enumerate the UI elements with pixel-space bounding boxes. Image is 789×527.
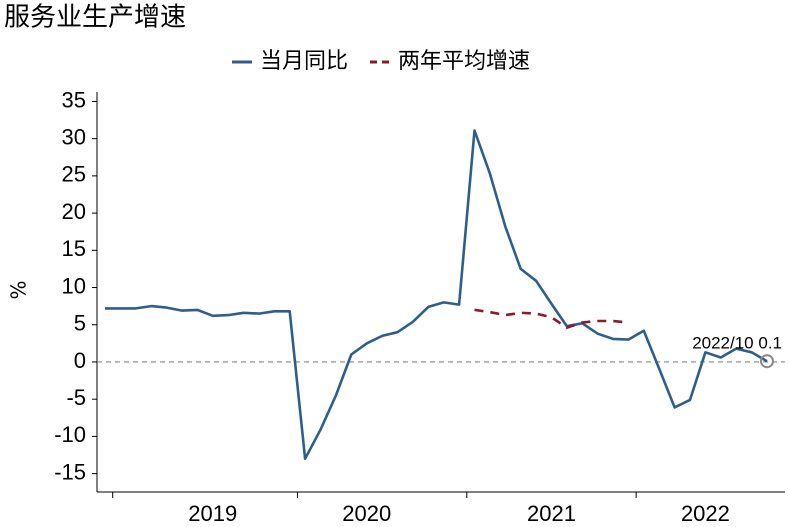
- y-tick-label: 25: [62, 162, 86, 187]
- annotation-marker: [760, 354, 774, 369]
- y-tick-label: -15: [54, 459, 86, 484]
- y-tick-label: 20: [62, 199, 86, 224]
- y-axis-label: %: [7, 280, 31, 299]
- chart-title: 服务业生产增速: [4, 3, 186, 33]
- x-tick-label: 2022: [681, 501, 730, 526]
- y-tick-label: 15: [62, 236, 86, 261]
- y-tick-label: -5: [66, 385, 86, 410]
- legend-label: 当月同比: [260, 49, 348, 74]
- y-tick-label: 35: [62, 87, 86, 112]
- series-line: [474, 308, 629, 329]
- y-tick-label: 10: [62, 273, 86, 298]
- legend-label: 两年平均增速: [398, 49, 530, 74]
- y-tick-label: -10: [54, 422, 86, 447]
- series-line: [105, 129, 768, 460]
- annotation: 2022/10 0.1: [692, 334, 782, 353]
- y-tick-label: 0: [74, 348, 86, 373]
- y-tick-label: 5: [74, 311, 86, 336]
- y-tick-label: 30: [62, 124, 86, 149]
- x-tick-label: 2019: [188, 501, 237, 526]
- x-tick-label: 2021: [527, 501, 576, 526]
- x-tick-label: 2020: [342, 501, 391, 526]
